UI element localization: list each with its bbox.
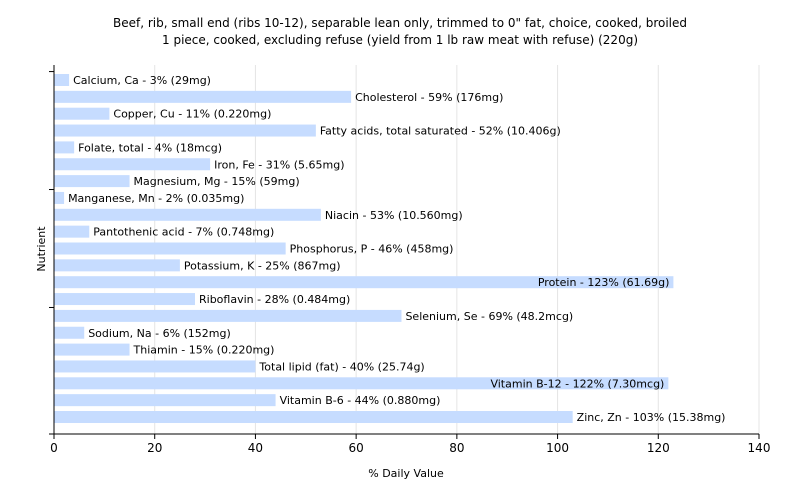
bar xyxy=(54,326,85,339)
bar-label: Vitamin B-6 - 44% (0.880mg) xyxy=(280,394,441,407)
bar-label: Niacin - 53% (10.560mg) xyxy=(325,209,463,222)
x-tick-label: 120 xyxy=(647,441,670,455)
x-tick-label: 140 xyxy=(748,441,771,455)
x-tick-label: 40 xyxy=(248,441,263,455)
bar-label: Pantothenic acid - 7% (0.748mg) xyxy=(93,226,274,239)
bar xyxy=(54,343,130,356)
x-tick-label: 20 xyxy=(147,441,162,455)
bar-label: Vitamin B-12 - 122% (7.30mcg) xyxy=(490,377,664,390)
x-tick-label: 80 xyxy=(449,441,464,455)
bar xyxy=(54,309,402,322)
x-tick-label: 0 xyxy=(50,441,58,455)
bar xyxy=(54,242,286,255)
x-axis-title: % Daily Value xyxy=(368,467,444,480)
bar xyxy=(54,411,573,423)
bar-label: Copper, Cu - 11% (0.220mg) xyxy=(113,108,271,121)
bar xyxy=(54,158,211,171)
bar xyxy=(54,293,195,306)
bar xyxy=(54,377,669,390)
bar xyxy=(54,74,70,86)
x-tick-label: 100 xyxy=(546,441,569,455)
chart-subtitle: 1 piece, cooked, excluding refuse (yield… xyxy=(162,33,638,47)
bar-label: Potassium, K - 25% (867mg) xyxy=(184,259,341,272)
bar-label: Sodium, Na - 6% (152mg) xyxy=(88,327,231,340)
bar-label: Total lipid (fat) - 40% (25.74g) xyxy=(258,360,424,373)
bar xyxy=(54,124,316,137)
bar-label: Phosphorus, P - 46% (458mg) xyxy=(290,243,454,256)
bar xyxy=(54,259,180,272)
y-axis-title: Nutrient xyxy=(35,226,48,272)
bar xyxy=(54,175,130,188)
bar-label: Manganese, Mn - 2% (0.035mg) xyxy=(68,192,244,205)
bar-label: Zinc, Zn - 103% (15.38mg) xyxy=(577,411,726,424)
bar-label: Fatty acids, total saturated - 52% (10.4… xyxy=(320,125,561,138)
bar-label: Magnesium, Mg - 15% (59mg) xyxy=(134,175,300,188)
bar xyxy=(54,191,65,204)
x-tick-label: 60 xyxy=(349,441,364,455)
bar xyxy=(54,225,90,238)
bar-label: Calcium, Ca - 3% (29mg) xyxy=(73,74,211,87)
bar-labels: Calcium, Ca - 3% (29mg) Cholesterol - 59%… xyxy=(68,74,725,424)
bar-label: Folate, total - 4% (18mcg) xyxy=(78,141,222,154)
bars xyxy=(54,74,674,423)
bar-label: Riboflavin - 28% (0.484mg) xyxy=(199,293,350,306)
bar-label: Iron, Fe - 31% (5.65mg) xyxy=(214,158,344,171)
bar-label: Cholesterol - 59% (176mg) xyxy=(355,91,503,104)
bar-label: Selenium, Se - 69% (48.2mcg) xyxy=(405,310,573,323)
axes: 0 20 40 60 80 100 120 140 xyxy=(49,65,770,455)
bar xyxy=(54,208,321,221)
bar xyxy=(54,360,256,373)
bar xyxy=(54,107,110,120)
chart-title: Beef, rib, small end (ribs 10-12), separ… xyxy=(113,16,687,30)
bar-label: Protein - 123% (61.69g) xyxy=(538,276,670,289)
bar xyxy=(54,141,75,154)
bar xyxy=(54,394,276,407)
bar xyxy=(54,276,674,289)
bar xyxy=(54,90,352,103)
bar-label: Thiamin - 15% (0.220mg) xyxy=(133,344,275,357)
